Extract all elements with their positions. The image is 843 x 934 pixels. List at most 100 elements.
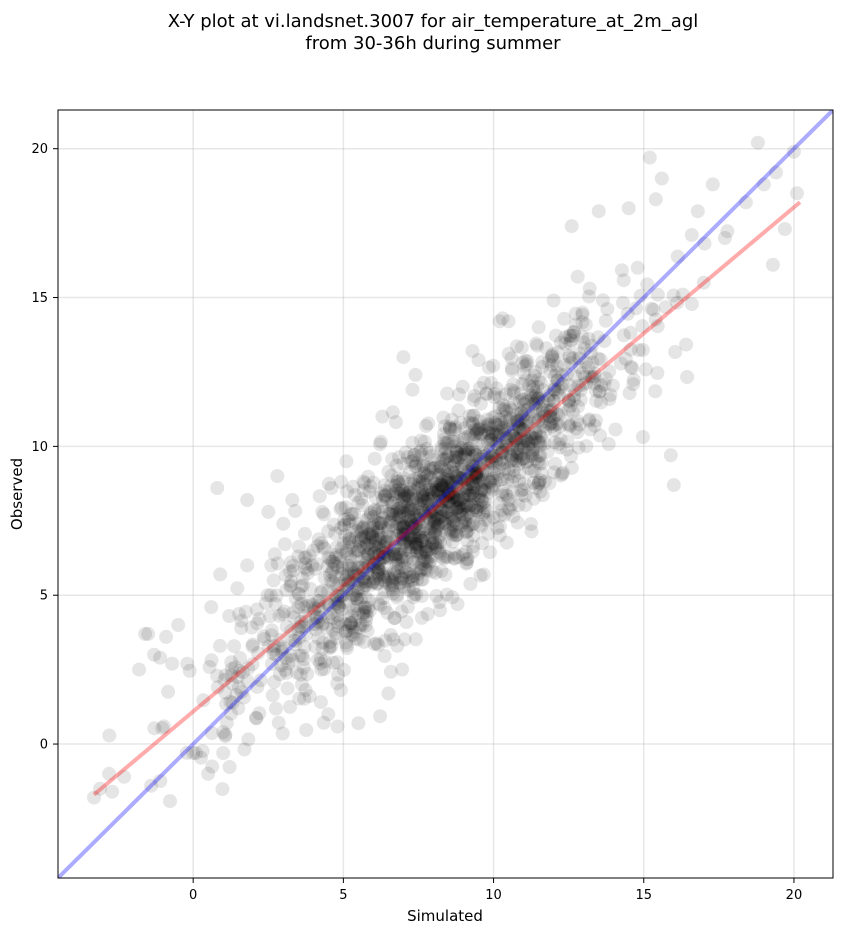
data-point — [608, 422, 623, 437]
data-point — [267, 639, 281, 653]
data-point — [287, 610, 301, 625]
data-point — [394, 527, 409, 542]
data-point — [336, 587, 351, 602]
data-point — [402, 504, 417, 518]
data-point — [529, 393, 544, 408]
data-point — [297, 619, 312, 634]
data-point — [591, 330, 606, 345]
data-point — [457, 472, 471, 487]
data-point — [266, 646, 281, 661]
data-point — [424, 505, 439, 519]
data-point — [463, 510, 478, 525]
data-point — [450, 527, 465, 542]
data-point — [319, 596, 334, 611]
data-point — [407, 477, 422, 492]
data-point — [442, 484, 457, 499]
data-point — [525, 391, 540, 406]
data-point — [147, 647, 162, 662]
data-point — [414, 562, 429, 577]
data-point — [395, 551, 410, 566]
data-point — [469, 466, 484, 481]
data-point — [349, 599, 364, 614]
data-point — [426, 485, 440, 500]
data-point — [294, 579, 309, 594]
data-point — [372, 541, 386, 556]
data-point — [524, 517, 538, 531]
data-point — [487, 386, 502, 401]
data-point — [438, 489, 453, 503]
data-point — [498, 486, 513, 501]
data-point — [525, 426, 540, 441]
data-point — [501, 462, 516, 476]
data-point — [417, 561, 432, 576]
data-point — [437, 515, 452, 530]
data-point — [491, 418, 505, 433]
data-point — [401, 485, 416, 500]
data-point — [387, 571, 402, 586]
data-point — [415, 533, 430, 548]
data-point — [409, 537, 424, 552]
data-point — [545, 349, 559, 363]
data-point — [339, 635, 353, 650]
data-point — [348, 568, 363, 583]
data-point — [292, 648, 307, 663]
data-point — [464, 498, 479, 512]
data-point — [382, 529, 397, 544]
data-point — [545, 419, 560, 434]
data-point — [340, 484, 354, 499]
data-point — [291, 600, 306, 615]
data-point — [568, 369, 583, 384]
data-point — [295, 648, 310, 663]
data-point — [314, 662, 329, 677]
data-point — [459, 525, 474, 540]
data-point — [452, 505, 467, 520]
data-point — [383, 514, 398, 529]
x-axis-ticks: 0 5 10 15 20 — [189, 878, 802, 903]
data-point — [373, 709, 388, 724]
data-point — [333, 501, 348, 516]
data-point — [440, 449, 455, 464]
data-point — [588, 413, 603, 428]
data-point — [465, 475, 480, 490]
data-point — [570, 413, 584, 428]
data-point — [498, 437, 513, 452]
data-point — [546, 411, 561, 426]
data-point — [482, 426, 497, 441]
data-point — [571, 378, 586, 393]
data-point — [471, 465, 486, 480]
data-point — [526, 382, 541, 397]
data-point — [405, 517, 420, 532]
data-point — [280, 681, 295, 696]
data-point — [270, 556, 285, 571]
data-point — [392, 486, 406, 501]
data-point — [493, 452, 508, 467]
data-point — [528, 396, 543, 410]
data-point — [511, 445, 525, 460]
data-point — [485, 410, 500, 425]
data-point — [476, 495, 491, 510]
data-point — [430, 517, 445, 532]
data-point — [396, 471, 411, 485]
data-point — [453, 471, 468, 486]
data-point — [366, 538, 381, 553]
data-point — [384, 478, 399, 493]
data-point — [271, 715, 286, 730]
data-point — [403, 536, 418, 551]
data-point — [378, 575, 393, 590]
data-point — [705, 177, 720, 192]
data-point — [461, 518, 476, 533]
data-point — [536, 383, 551, 398]
data-point — [495, 488, 510, 503]
data-point — [603, 388, 618, 402]
data-point — [296, 652, 311, 667]
data-point — [356, 520, 370, 535]
data-point — [654, 171, 669, 186]
data-point — [362, 484, 377, 499]
data-point — [245, 639, 260, 654]
data-point — [587, 369, 602, 384]
data-point — [381, 520, 396, 535]
data-point — [234, 684, 249, 699]
data-point — [393, 531, 408, 546]
data-point — [684, 228, 699, 242]
data-point — [411, 496, 426, 511]
